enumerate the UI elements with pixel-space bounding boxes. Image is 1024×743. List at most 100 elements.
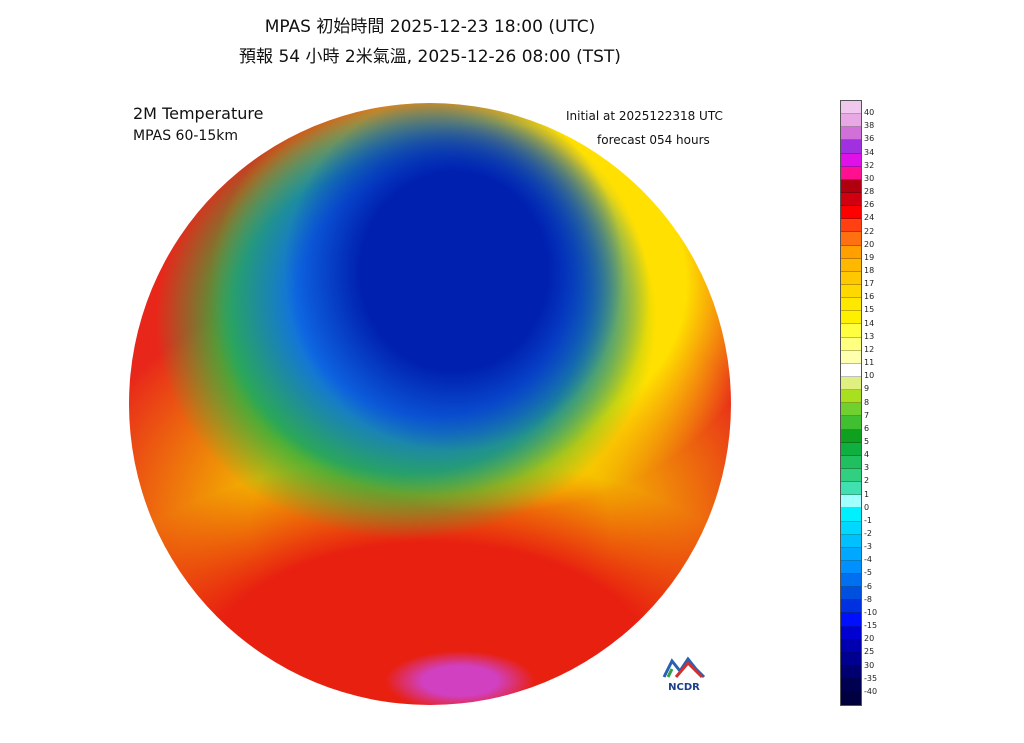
colorbar-bin xyxy=(841,101,861,115)
colorbar-bin xyxy=(841,271,861,285)
colorbar-tick-label: 20 xyxy=(864,239,875,249)
colorbar-tick-label: 13 xyxy=(864,331,875,341)
colorbar-bin xyxy=(841,114,861,128)
colorbar-tick-label: 26 xyxy=(864,200,875,210)
colorbar-tick-label: 30 xyxy=(864,660,875,670)
colorbar-tick-label: 17 xyxy=(864,279,875,289)
colorbar-tick-label: 4 xyxy=(864,450,870,460)
colorbar xyxy=(840,100,862,707)
colorbar-bin xyxy=(841,140,861,154)
colorbar-bin xyxy=(841,692,861,706)
colorbar-tick-label: -15 xyxy=(864,621,878,631)
colorbar-tick-label: 2 xyxy=(864,476,870,486)
colorbar-bin xyxy=(841,403,861,417)
colorbar-bin xyxy=(841,455,861,469)
colorbar-tick-label: 6 xyxy=(864,423,870,433)
colorbar-tick-label: 19 xyxy=(864,252,875,262)
colorbar-bin xyxy=(841,560,861,575)
colorbar-tick-label: 15 xyxy=(864,305,875,315)
colorbar-bin xyxy=(841,390,861,404)
colorbar-bin xyxy=(841,600,861,614)
colorbar-bin xyxy=(841,587,861,601)
colorbar-tick-label: 7 xyxy=(864,410,870,420)
colorbar-bin xyxy=(841,245,861,259)
title-line-1: MPAS 初始時間 2025-12-23 18:00 (UTC) xyxy=(264,17,596,37)
colorbar-tick-label: 18 xyxy=(864,265,875,275)
colorbar-bin xyxy=(841,232,861,246)
colorbar-bin xyxy=(841,127,861,141)
colorbar-tick-label: 12 xyxy=(864,344,875,354)
colorbar-bin xyxy=(841,442,861,456)
colorbar-bin xyxy=(841,626,861,640)
colorbar-bin xyxy=(841,179,861,193)
colorbar-bin xyxy=(841,508,861,522)
colorbar-bin xyxy=(841,652,861,667)
colorbar-tick-label: -1 xyxy=(864,515,872,525)
colorbar-bin xyxy=(841,192,861,207)
colorbar-tick-label: 34 xyxy=(864,147,875,157)
colorbar-tick-label: 28 xyxy=(864,187,875,197)
colorbar-tick-label: 36 xyxy=(864,134,875,144)
colorbar-tick-label: -40 xyxy=(864,686,878,696)
colorbar-tick-label: 38 xyxy=(864,121,875,131)
colorbar-tick-label: 11 xyxy=(864,358,875,368)
colorbar-tick-label: 20 xyxy=(864,634,875,644)
colorbar-tick-label: -5 xyxy=(864,568,872,578)
colorbar-tick-label: 22 xyxy=(864,226,875,236)
colorbar-bin xyxy=(841,429,861,443)
colorbar-bin xyxy=(841,258,861,272)
ncdr-logo: NCDR xyxy=(662,655,706,693)
colorbar-tick-label: 16 xyxy=(864,292,875,302)
colorbar-tick-label: 40 xyxy=(864,108,875,118)
ncdr-logo-text: NCDR xyxy=(668,682,700,693)
colorbar-tick-label: -2 xyxy=(864,529,872,539)
colorbar-bin xyxy=(841,613,861,627)
colorbar-bin xyxy=(841,206,861,220)
colorbar-tick-label: 10 xyxy=(864,371,875,381)
colorbar-tick-label: -35 xyxy=(864,673,878,683)
colorbar-bin xyxy=(841,376,861,391)
init-time-label: Initial at 2025122318 UTC xyxy=(566,109,723,123)
colorbar-bin xyxy=(841,337,861,351)
colorbar-tick-label: -4 xyxy=(864,555,872,565)
title-line-2: 預報 54 小時 2米氣溫, 2025-12-26 08:00 (TST) xyxy=(239,47,621,67)
colorbar-tick-label: -3 xyxy=(864,542,872,552)
colorbar-tick-label: 24 xyxy=(864,213,875,223)
colorbar-bin xyxy=(841,468,861,483)
colorbar-bin xyxy=(841,534,861,548)
colorbar-bin xyxy=(841,666,861,680)
colorbar-bin xyxy=(841,482,861,496)
map-model-label: MPAS 60-15km xyxy=(133,128,238,144)
colorbar-bin xyxy=(841,311,861,325)
colorbar-bin xyxy=(841,219,861,233)
colorbar-tick-label: 3 xyxy=(864,463,870,473)
colorbar-bin xyxy=(841,574,861,588)
colorbar-bin xyxy=(841,350,861,364)
colorbar-tick-label: 14 xyxy=(864,318,875,328)
colorbar-bin xyxy=(841,153,861,167)
colorbar-tick-label: 25 xyxy=(864,647,875,657)
colorbar-tick-label: -10 xyxy=(864,607,878,617)
colorbar-tick-label: -6 xyxy=(864,581,872,591)
colorbar-bin xyxy=(841,298,861,312)
colorbar-bin xyxy=(841,521,861,535)
colorbar-bin xyxy=(841,547,861,561)
colorbar-tick-label: 32 xyxy=(864,160,875,170)
colorbar-tick-label: 0 xyxy=(864,502,870,512)
colorbar-tick-label: 9 xyxy=(864,384,870,394)
colorbar-bin xyxy=(841,639,861,653)
colorbar-bin xyxy=(841,679,861,693)
colorbar-bin xyxy=(841,324,861,338)
colorbar-tick-label: 1 xyxy=(864,489,870,499)
colorbar-tick-label: -8 xyxy=(864,594,872,604)
colorbar-bin xyxy=(841,363,861,377)
colorbar-bin xyxy=(841,495,861,509)
colorbar-bin xyxy=(841,284,861,299)
forecast-hours-label: forecast 054 hours xyxy=(597,133,710,147)
map-variable-label: 2M Temperature xyxy=(133,104,264,123)
colorbar-tick-label: 5 xyxy=(864,436,870,446)
temperature-globe-map xyxy=(129,103,731,705)
colorbar-tick-label: 8 xyxy=(864,397,870,407)
colorbar-bin xyxy=(841,166,861,180)
colorbar-bin xyxy=(841,416,861,430)
